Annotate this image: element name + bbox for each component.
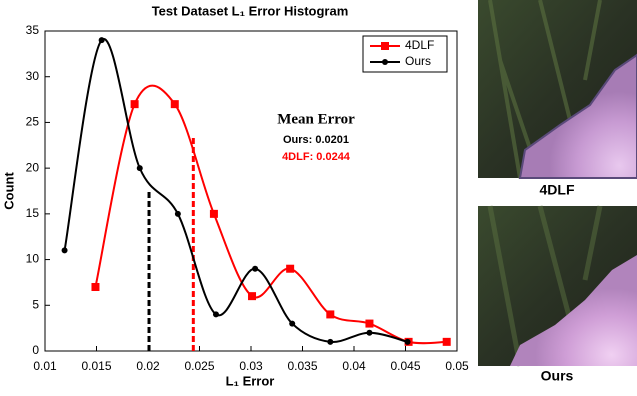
marker <box>136 165 143 172</box>
marker <box>98 37 105 44</box>
flower <box>518 53 637 179</box>
y-tick-label: 20 <box>26 160 40 174</box>
legend <box>362 35 448 73</box>
grass <box>487 205 603 367</box>
y-tick-label: 10 <box>26 252 40 266</box>
marker <box>404 338 411 345</box>
legend-label: Ours <box>405 54 431 68</box>
panel-top: 4DLF <box>478 0 637 198</box>
marker <box>366 329 373 336</box>
marker <box>209 209 218 218</box>
mean-label: Ours: 0.0201 <box>283 134 349 146</box>
marker <box>61 247 68 254</box>
legend-marker <box>382 59 388 65</box>
marker <box>130 100 139 109</box>
marker <box>91 283 100 291</box>
marker <box>326 310 335 319</box>
marker <box>286 264 295 273</box>
marker <box>442 337 451 346</box>
y-tick-label: 15 <box>26 206 40 220</box>
marker <box>174 210 181 217</box>
x-tick-label: 0.03 <box>239 359 263 373</box>
marker <box>365 319 374 328</box>
x-axis-label: L₁ Error <box>226 373 275 388</box>
y-axis-label: Count <box>1 172 16 210</box>
legend-label: 4DLF <box>405 38 434 52</box>
x-tick-label: 0.05 <box>445 359 469 373</box>
x-tick-label: 0.035 <box>287 359 317 373</box>
y-tick-label: 5 <box>32 297 39 311</box>
x-tick-label: 0.04 <box>342 359 366 373</box>
marker <box>252 265 259 272</box>
flower <box>510 255 637 366</box>
marker <box>212 311 219 318</box>
panel-label: 4DLF <box>540 182 575 198</box>
panel-label: Ours <box>541 368 574 384</box>
marker <box>170 100 179 109</box>
series-line <box>63 38 408 343</box>
x-tick-label: 0.045 <box>390 359 420 373</box>
mean-label: 4DLF: 0.0244 <box>282 151 351 163</box>
plot-frame <box>44 30 458 352</box>
x-tick-label: 0.015 <box>81 359 111 373</box>
x-tick-label: 0.01 <box>33 359 57 373</box>
y-tick-label: 35 <box>26 23 40 37</box>
marker <box>327 338 334 345</box>
marker <box>289 320 296 327</box>
legend-marker <box>381 42 389 50</box>
x-tick-label: 0.025 <box>184 359 214 373</box>
grass <box>488 0 602 179</box>
marker <box>248 292 257 301</box>
panel-bottom: Ours <box>478 205 637 384</box>
x-tick-label: 0.02 <box>136 359 160 373</box>
chart-title: Test Dataset L₁ Error Histogram <box>152 3 349 18</box>
y-tick-label: 25 <box>26 115 40 129</box>
y-tick-label: 30 <box>26 69 40 83</box>
y-tick-label: 0 <box>32 343 39 357</box>
mean-error-title: Mean Error <box>277 111 355 127</box>
